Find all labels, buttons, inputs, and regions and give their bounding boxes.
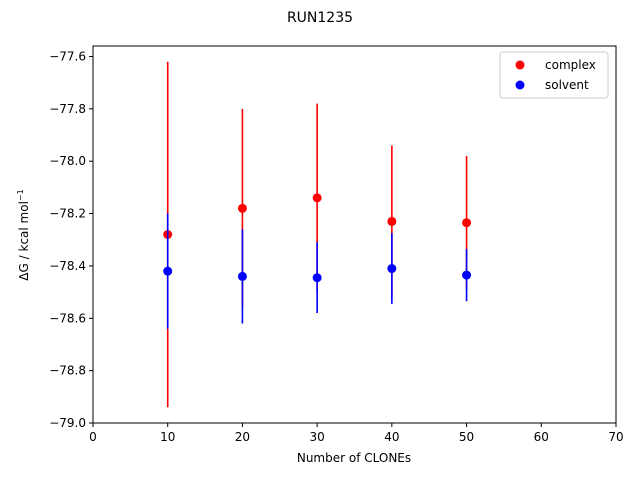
legend-marker-solvent [515, 80, 525, 90]
y-axis-label-main: ΔG / kcal mol [17, 201, 31, 281]
y-tick-label: −77.8 [49, 102, 86, 116]
solvent-point [387, 264, 397, 274]
chart-title: RUN1235 [287, 10, 353, 26]
complex-point [462, 218, 472, 228]
x-axis: 0 10 20 30 40 50 60 70 [89, 423, 624, 444]
plot-frame [92, 45, 617, 424]
y-tick-label: −78.8 [49, 364, 86, 378]
x-tick-label: 0 [89, 430, 97, 444]
complex-point [237, 203, 247, 213]
x-tick-label: 20 [235, 430, 250, 444]
y-tick-label: −78.2 [49, 207, 86, 221]
x-tick-label: 50 [459, 430, 474, 444]
y-tick-label: −77.6 [49, 49, 86, 63]
x-tick-label: 70 [608, 430, 623, 444]
legend-label-solvent: solvent [545, 78, 589, 92]
y-tick-label: −78.4 [49, 259, 86, 273]
plot-area [163, 61, 472, 408]
y-axis: −79.0 −78.8 −78.6 −78.4 −78.2 −78.0 −77.8 −77.6 [49, 49, 93, 430]
solvent-point [462, 270, 472, 280]
complex-point [312, 193, 322, 203]
x-tick-label: 40 [384, 430, 399, 444]
complex-point [387, 216, 397, 226]
y-tick-label: −79.0 [49, 416, 86, 430]
x-tick-label: 60 [534, 430, 549, 444]
x-tick-label: 30 [310, 430, 325, 444]
legend-label-complex: complex [545, 58, 596, 72]
x-tick-label: 10 [160, 430, 175, 444]
y-axis-label-sup: −1 [16, 189, 25, 201]
legend-box [499, 51, 609, 99]
y-axis-label: ΔG / kcal mol−1 [16, 189, 31, 280]
x-axis-label: Number of CLONEs [297, 451, 411, 465]
y-tick-label: −78.6 [49, 311, 86, 325]
solvent-point [312, 273, 322, 283]
y-tick-label: −78.0 [49, 154, 86, 168]
solvent-point [163, 266, 173, 276]
legend-marker-complex [515, 60, 525, 70]
legend: complex solvent [499, 51, 609, 99]
solvent-point [237, 271, 247, 281]
